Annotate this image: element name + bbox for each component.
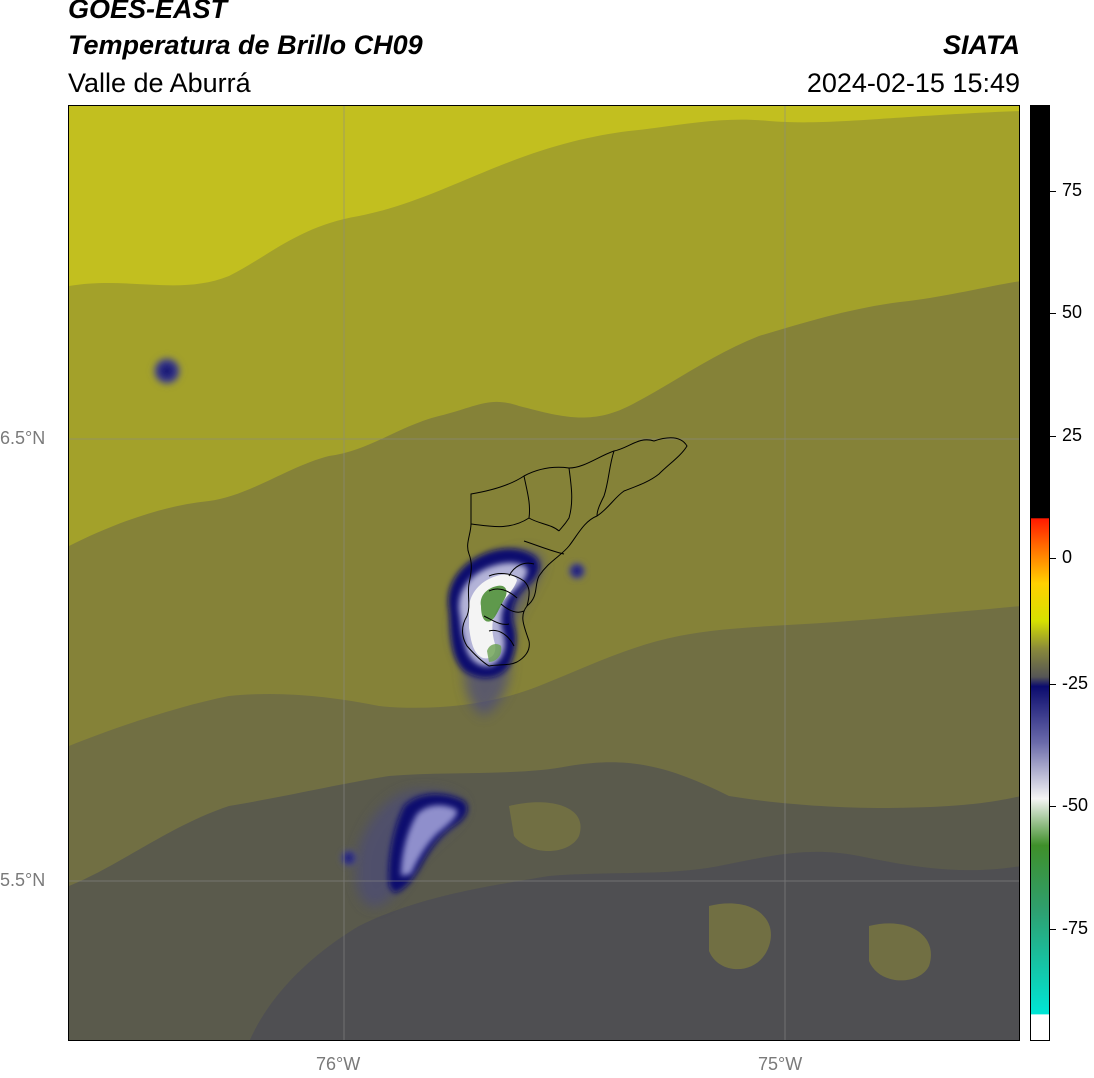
colorbar-tick: [1050, 929, 1056, 930]
convective-cell-central: [448, 548, 543, 716]
convective-cell-south: [355, 789, 468, 907]
colorbar-tick: [1050, 806, 1056, 807]
cold-cell-north: [151, 355, 183, 387]
field-olive-pocket-2: [869, 923, 931, 981]
timestamp: 2024-02-15 15:49: [806, 68, 1020, 98]
brightness-temperature-map: [69, 106, 1019, 1040]
colorbar-label-75: 75: [1062, 180, 1083, 200]
colorbar-label-25: 25: [1062, 425, 1083, 445]
colorbar-gradient: [1031, 106, 1049, 1040]
gridlines: [69, 106, 1019, 1040]
colorbar-tick: [1050, 436, 1056, 437]
satellite-title: GOES-EAST: [68, 0, 228, 24]
lat-label-6-5n: 6.5°N: [0, 428, 46, 448]
region-subtitle: Valle de Aburrá: [68, 68, 251, 98]
colorbar-label-minus-75: -75: [1062, 918, 1089, 938]
colorbar-label-0: 0: [1062, 547, 1073, 567]
map-panel[interactable]: [68, 105, 1020, 1041]
brand-label: SIATA: [943, 30, 1020, 60]
field-olive-pocket-1: [709, 903, 771, 970]
colorbar-tick: [1050, 313, 1056, 314]
field-grey-darker: [249, 851, 1019, 1040]
municipal-boundaries: [462, 437, 688, 667]
field-olive-pocket-3: [509, 802, 581, 851]
colorbar-tick: [1050, 684, 1056, 685]
colorbar-tick: [1050, 191, 1056, 192]
lon-label-76w: 76°W: [316, 1054, 361, 1074]
colorbar-label-minus-50: -50: [1062, 795, 1089, 815]
lat-label-5-5n: 5.5°N: [0, 870, 46, 890]
product-title: Temperatura de Brillo CH09: [68, 30, 423, 60]
lon-label-75w: 75°W: [758, 1054, 803, 1074]
colorbar-tick: [1050, 558, 1056, 559]
colorbar-label-minus-25: -25: [1062, 673, 1089, 693]
colorbar-label-50: 50: [1062, 302, 1083, 322]
cold-cell-east: [567, 561, 587, 581]
colorbar: [1030, 105, 1050, 1041]
